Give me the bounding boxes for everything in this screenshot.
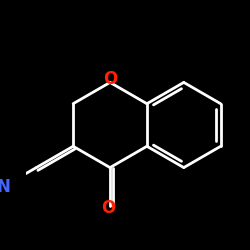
Text: O: O bbox=[103, 70, 117, 88]
Text: O: O bbox=[101, 199, 115, 217]
Text: N: N bbox=[0, 178, 10, 196]
